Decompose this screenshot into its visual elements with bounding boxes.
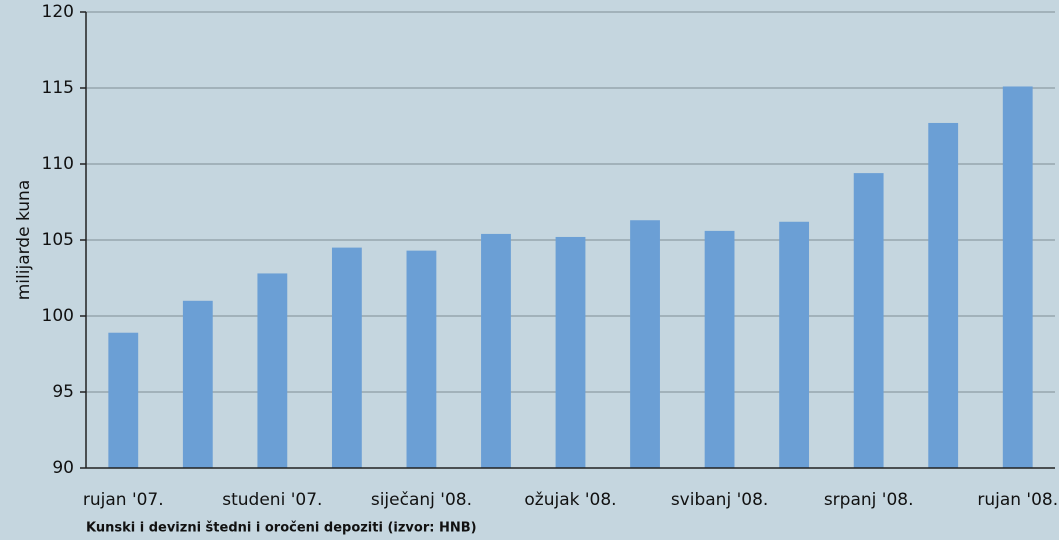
x-tick-label: ožujak '08.: [524, 490, 616, 510]
bar: [481, 233, 511, 468]
x-tick-label: srpanj '08.: [824, 490, 914, 510]
x-tick-label: rujan '08.: [977, 490, 1058, 510]
bar: [704, 230, 735, 468]
bar: [108, 332, 139, 468]
x-tick-label: rujan '07.: [83, 490, 164, 510]
bar: [182, 300, 213, 468]
y-tick-label: 120: [42, 2, 74, 22]
y-tick-label: 90: [52, 458, 74, 478]
bar: [853, 173, 884, 468]
bar: [257, 273, 288, 468]
y-tick-label: 95: [52, 382, 74, 402]
bar: [779, 221, 810, 468]
y-tick-label: 115: [42, 78, 74, 98]
bar: [331, 247, 362, 468]
caption: Kunski i devizni štedni i oročeni depozi…: [86, 521, 477, 536]
bar: [1002, 86, 1033, 468]
x-tick-label: svibanj '08.: [671, 490, 768, 510]
y-tick-label: 110: [42, 154, 74, 174]
y-tick-label: 105: [42, 230, 74, 250]
y-axis-label: milijarde kuna: [14, 180, 34, 301]
x-tick-label: studeni '07.: [222, 490, 322, 510]
bar: [630, 220, 660, 468]
y-tick-label: 100: [42, 306, 74, 326]
x-tick-label: siječanj '08.: [371, 490, 472, 510]
bar: [406, 250, 437, 468]
bar: [928, 122, 959, 469]
bar: [555, 236, 586, 468]
